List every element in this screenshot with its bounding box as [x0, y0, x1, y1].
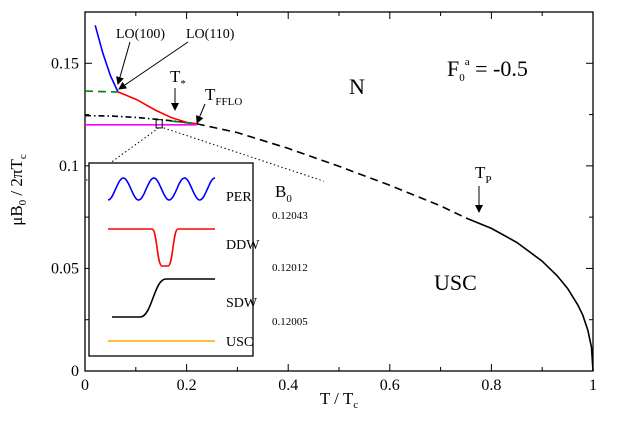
inset-usc-label: USC	[226, 335, 253, 350]
x-tick-label: 0.6	[380, 377, 400, 394]
inset-ddw-curve	[108, 228, 215, 267]
zoom-rect	[155, 119, 163, 129]
lo110-arrow	[118, 41, 189, 90]
inset-ddw-label: DDW	[226, 238, 260, 253]
inset-sdw-value: 0.12005	[272, 316, 308, 328]
x-tick-label: 1	[589, 377, 597, 394]
y-tick-label: 0.15	[51, 55, 79, 72]
inset-ddw-value: 0.12012	[272, 262, 308, 274]
inset-per-curve	[107, 177, 216, 201]
lo100-arrow	[116, 41, 131, 85]
x-tick-label: 0.2	[177, 377, 197, 394]
inset-per-label: PER	[226, 190, 252, 205]
lo100-label: LO(100)	[116, 27, 165, 42]
f0a-annotation: F0a = -0.5	[447, 56, 528, 84]
series-n_boundary_dashed	[196, 123, 467, 219]
x-axis-ticks: 0 0.2 0.4 0.6 0.8 1	[81, 12, 597, 394]
region-label-n: N	[349, 74, 365, 99]
inset-sdw-label: SDW	[226, 296, 258, 311]
x-tick-label: 0.8	[481, 377, 501, 394]
region-label-usc: USC	[434, 270, 477, 295]
series-usc_boundary	[465, 217, 594, 372]
x-tick-label: 0.4	[278, 377, 298, 394]
inset-sdw-curve	[112, 278, 215, 318]
t-fflo-label: TFFLO	[205, 85, 242, 108]
series-zoom_line_1	[84, 127, 159, 182]
series-group	[84, 25, 594, 372]
x-tick-label: 0	[81, 377, 89, 394]
series-green_dashed_lower	[171, 120, 197, 125]
inset-legend-title: B0	[275, 182, 292, 205]
t-fflo-arrow	[196, 103, 206, 124]
t-star-label: T*	[170, 67, 186, 90]
y-tick-label: 0	[71, 363, 79, 380]
series-zoom_line_2	[163, 127, 324, 182]
series-dash_dot_upper	[84, 114, 187, 124]
y-axis-ticks: 0 0.05 0.1 0.15	[51, 55, 593, 380]
y-axis-label: μB0 / 2πTc	[7, 154, 29, 226]
y-tick-label: 0.05	[51, 260, 79, 277]
series-green_dashed	[84, 90, 119, 93]
tp-label: TP	[475, 163, 492, 186]
x-axis-label: T / Tc	[320, 389, 358, 411]
y-tick-label: 0.1	[59, 158, 79, 175]
inset-panel: B0 PER 0.12043 DDW 0.12012 SDW 0.12005 U…	[88, 162, 308, 357]
inset-per-value: 0.12043	[272, 210, 308, 222]
lo110-label: LO(110)	[186, 27, 235, 42]
series-LO100	[94, 25, 119, 93]
